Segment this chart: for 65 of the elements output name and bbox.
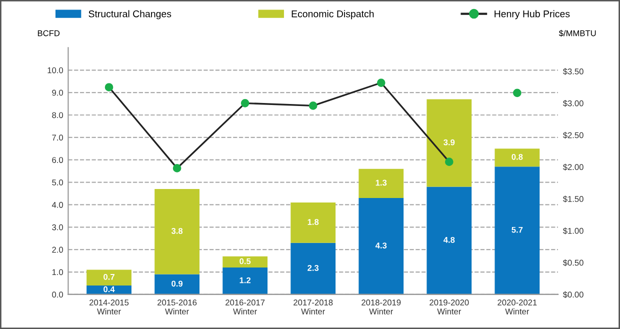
bar (290, 242, 336, 294)
bar (154, 274, 200, 294)
data-label: 2.3 (308, 264, 319, 271)
data-label: 0.9 (172, 280, 183, 287)
point (104, 83, 114, 92)
point (308, 102, 318, 110)
legend-label: Structural Changes (88, 10, 172, 20)
x-tick-label: 2018-2019 Winter (362, 300, 401, 314)
y2-tick-label: $1.00 (562, 228, 584, 234)
bar (154, 189, 200, 274)
data-label: 1.2 (240, 277, 251, 284)
data-label: 1.8 (308, 219, 319, 225)
data-label: 0.4 (104, 286, 115, 292)
y-tick-label: 6.0 (52, 157, 64, 163)
y-axis-title: BCFD (38, 30, 60, 36)
data-label: 0.8 (512, 154, 523, 160)
bar (86, 270, 132, 286)
bar (290, 202, 336, 243)
y2-tick-label: $1.50 (562, 196, 584, 202)
y-tick-label: 0.0 (52, 292, 64, 298)
data-label: 3.8 (171, 228, 183, 234)
bar (494, 166, 540, 294)
data-label: 4.3 (375, 242, 387, 248)
point (444, 158, 454, 166)
y-tick-label: 3.0 (52, 224, 64, 230)
y2-tick-label: $2.00 (562, 164, 584, 171)
legend-label: Henry Hub Prices (494, 10, 570, 20)
legend-label: Economic Dispatch (292, 10, 374, 20)
point (376, 78, 386, 87)
x-tick-label: 2019-2020 Winter (430, 300, 469, 314)
point (240, 99, 250, 108)
data-label: 1.3 (376, 180, 387, 186)
y2-tick-label: $3.00 (562, 100, 584, 107)
y-tick-label: 2.0 (52, 246, 64, 253)
y-tick-label: 5.0 (52, 179, 64, 186)
data-label: 0.7 (104, 274, 114, 280)
y-tick-label: 8.0 (52, 112, 64, 118)
y2-tick-label: $2.50 (562, 132, 584, 139)
x-tick-label: 2015-2016 Winter (158, 300, 197, 314)
bar (222, 268, 268, 294)
y-tick-label: 7.0 (52, 134, 64, 141)
y2-tick-label: $0.00 (562, 291, 584, 298)
bar (426, 186, 472, 294)
x-tick-label: 2020-2021 Winter (498, 300, 537, 314)
bar (358, 198, 404, 294)
y2-tick-label: $3.50 (562, 68, 584, 75)
data-label: 3.9 (444, 139, 455, 146)
y2-axis-title: $/MMBTU (558, 30, 596, 37)
data-label: 0.5 (240, 258, 251, 264)
bar (358, 168, 404, 198)
data-label: 5.7 (512, 226, 523, 233)
bar (494, 148, 540, 167)
point (513, 88, 522, 98)
y-tick-label: 10.0 (48, 67, 64, 74)
x-tick-label: 2017-2018 Winter (294, 300, 333, 314)
y-tick-label: 1.0 (52, 269, 64, 276)
y-tick-label: 4.0 (52, 202, 64, 208)
x-tick-label: 2014-2015 Winter (90, 300, 129, 314)
x-tick-label: 2016-2017 Winter (226, 300, 265, 314)
y2-tick-label: $0.50 (562, 259, 584, 266)
bar (222, 256, 268, 268)
bar (426, 99, 472, 187)
point (172, 164, 182, 172)
data-label: 4.8 (443, 236, 455, 243)
y-tick-label: 9.0 (52, 90, 64, 96)
